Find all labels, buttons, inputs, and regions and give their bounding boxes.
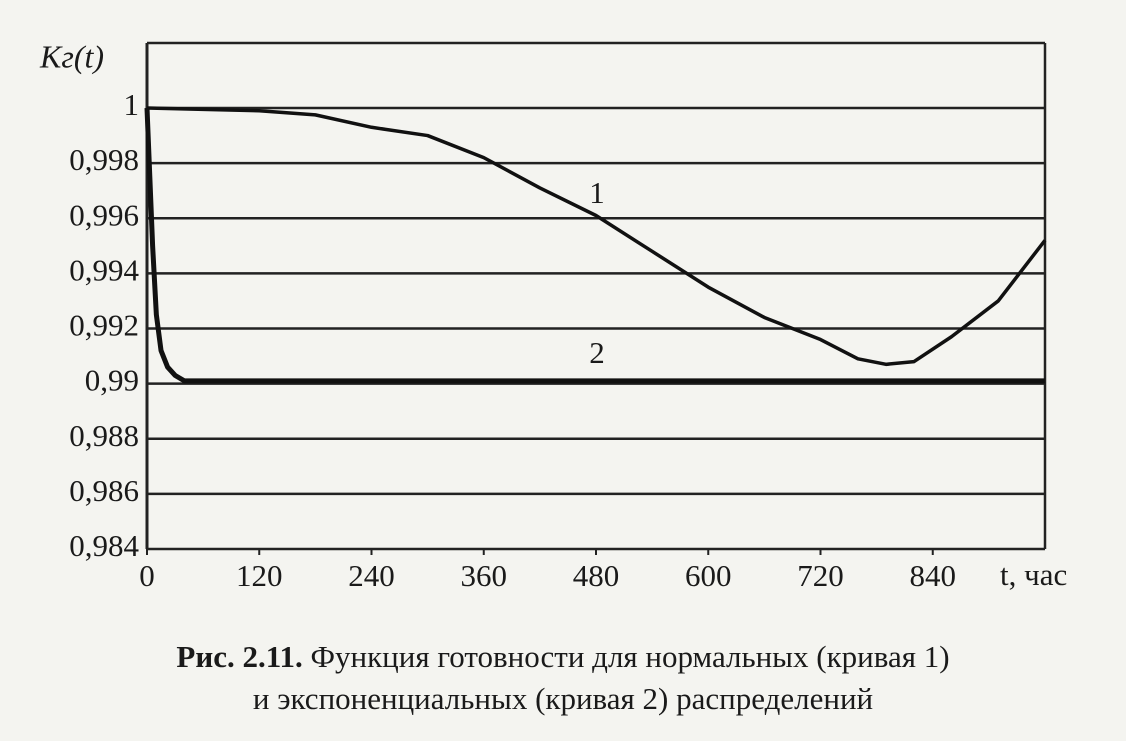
x-tick-label: 120 [236, 558, 283, 593]
series-line [144, 107, 1045, 384]
y-tick-label: 0,984 [69, 528, 139, 563]
y-tick-label: 0,992 [69, 308, 139, 343]
x-tick-label: 600 [685, 558, 732, 593]
y-tick-label: 0,99 [85, 363, 139, 398]
y-tick-label: 0,994 [69, 252, 139, 287]
x-tick-label: 240 [348, 558, 395, 593]
curve-label: 2 [589, 335, 605, 370]
curve-label: 1 [589, 175, 605, 210]
x-axis-label: t, час [1000, 557, 1067, 592]
y-axis-label: Kг(t) [39, 38, 104, 74]
y-tick-label: 1 [124, 87, 140, 122]
series-line [146, 106, 1047, 367]
caption-line: Функция готовности для нормальных (крива… [311, 639, 950, 674]
x-tick-label: 360 [461, 558, 508, 593]
x-tick-label: 720 [797, 558, 844, 593]
y-tick-label: 0,988 [69, 418, 139, 453]
y-tick-label: 0,986 [69, 473, 139, 508]
x-tick-label: 0 [139, 558, 155, 593]
y-tick-label: 0,998 [69, 142, 139, 177]
x-tick-label: 840 [910, 558, 957, 593]
y-tick-label: 0,996 [69, 197, 139, 232]
caption-line: и экспоненциальных (кривая 2) распределе… [253, 681, 873, 716]
x-tick-label: 480 [573, 558, 620, 593]
caption: Рис. 2.11. Функция готовности для нормал… [176, 639, 949, 674]
caption-number: Рис. 2.11. [176, 639, 302, 674]
